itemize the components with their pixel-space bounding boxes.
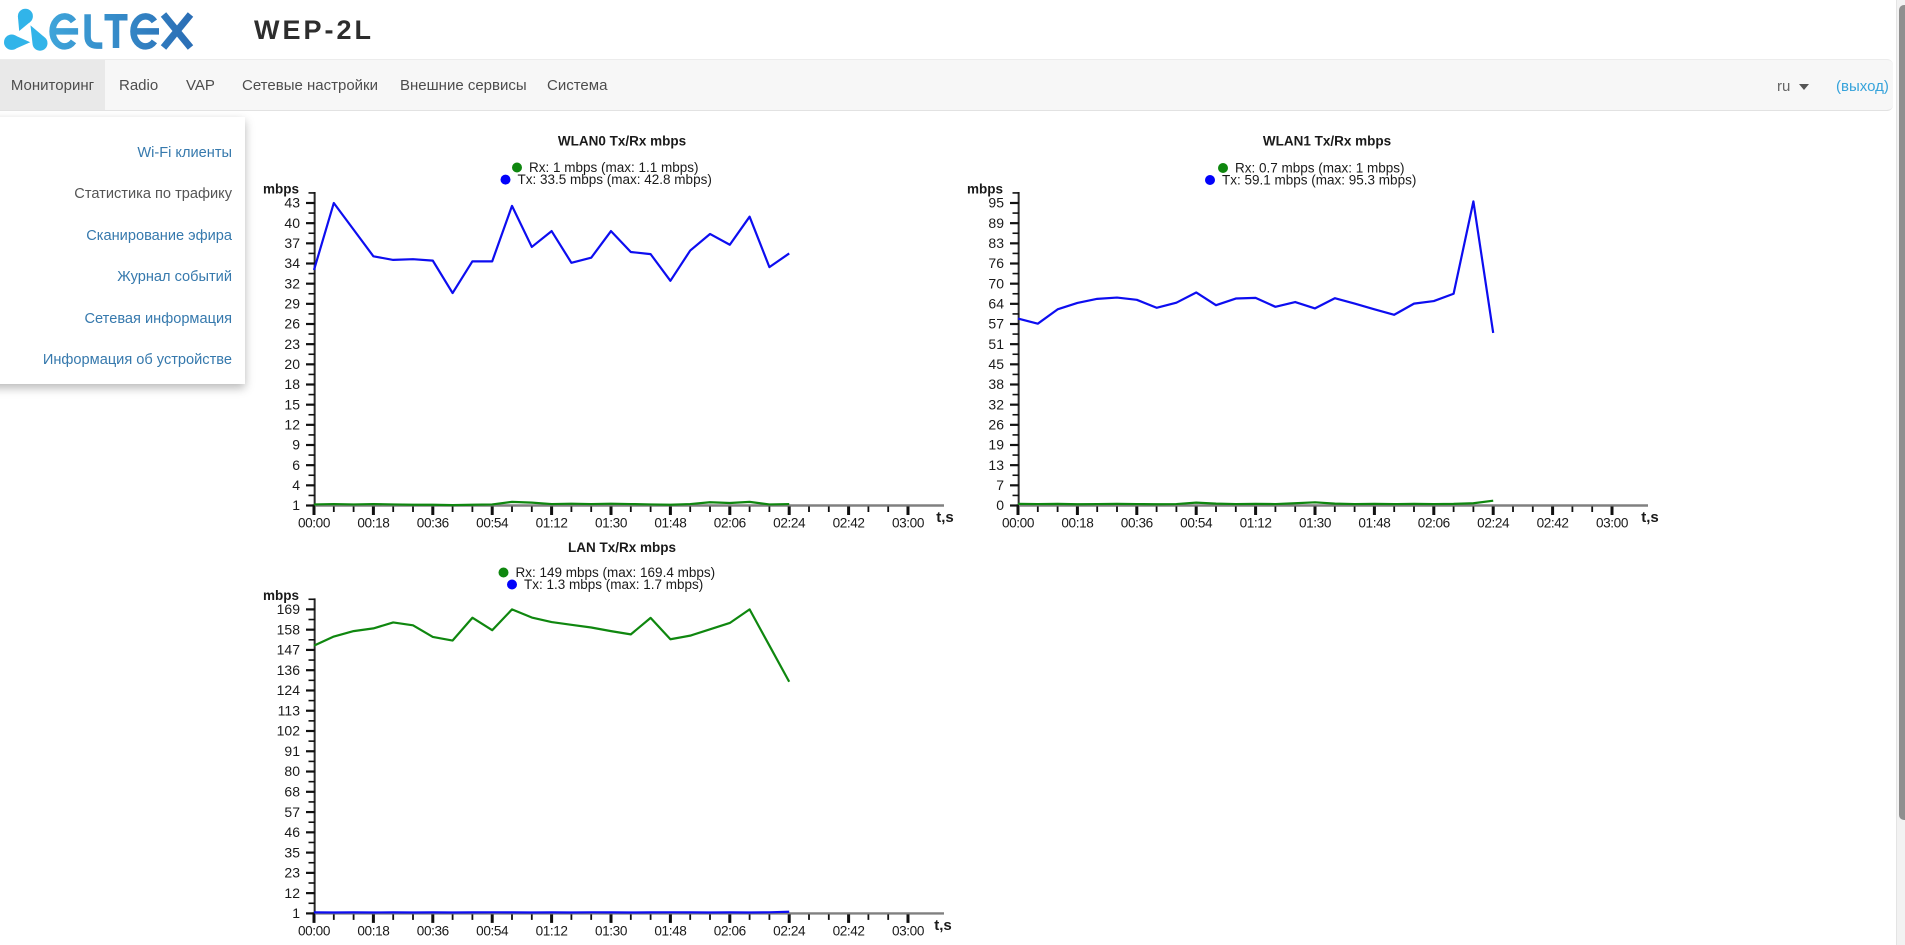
- svg-text:136: 136: [277, 662, 301, 678]
- svg-text:00:36: 00:36: [417, 515, 449, 530]
- svg-text:64: 64: [988, 296, 1004, 312]
- svg-text:0: 0: [996, 497, 1004, 513]
- svg-text:70: 70: [988, 275, 1004, 291]
- svg-text:02:42: 02:42: [1537, 515, 1569, 530]
- svg-text:Rx: 1 mbps (max: 1.1 mbps): Rx: 1 mbps (max: 1.1 mbps): [529, 160, 699, 175]
- svg-text:32: 32: [284, 275, 300, 291]
- svg-text:4: 4: [292, 477, 300, 493]
- svg-text:02:06: 02:06: [714, 515, 746, 530]
- svg-text:00:54: 00:54: [476, 923, 509, 938]
- svg-text:01:48: 01:48: [1358, 515, 1390, 530]
- svg-text:147: 147: [277, 642, 301, 658]
- svg-text:26: 26: [988, 417, 1004, 433]
- svg-text:01:12: 01:12: [536, 923, 568, 938]
- svg-text:Tx: 33.5 mbps (max: 42.8 mbps): Tx: 33.5 mbps (max: 42.8 mbps): [518, 172, 712, 187]
- svg-text:01:48: 01:48: [654, 515, 686, 530]
- svg-text:Tx: 59.1 mbps (max: 95.3 mbps): Tx: 59.1 mbps (max: 95.3 mbps): [1222, 173, 1416, 188]
- svg-text:00:36: 00:36: [1121, 515, 1153, 530]
- svg-text:35: 35: [284, 844, 300, 860]
- svg-text:02:42: 02:42: [833, 923, 865, 938]
- svg-text:00:00: 00:00: [298, 515, 331, 530]
- svg-text:80: 80: [284, 763, 300, 779]
- svg-text:00:36: 00:36: [417, 923, 449, 938]
- svg-text:19: 19: [988, 437, 1004, 453]
- svg-text:00:54: 00:54: [1180, 515, 1213, 530]
- svg-text:29: 29: [284, 296, 300, 312]
- svg-text:40: 40: [284, 215, 300, 231]
- svg-text:03:00: 03:00: [892, 923, 925, 938]
- svg-text:9: 9: [292, 437, 300, 453]
- svg-text:15: 15: [284, 396, 300, 412]
- svg-text:89: 89: [988, 215, 1004, 231]
- svg-text:76: 76: [988, 255, 1004, 271]
- svg-text:01:12: 01:12: [1240, 515, 1272, 530]
- svg-text:95: 95: [988, 195, 1004, 211]
- svg-text:43: 43: [284, 195, 300, 211]
- svg-text:169: 169: [277, 601, 301, 617]
- svg-text:113: 113: [278, 702, 301, 718]
- svg-text:mbps: mbps: [967, 181, 1003, 196]
- svg-text:01:48: 01:48: [654, 923, 686, 938]
- svg-text:00:00: 00:00: [1002, 515, 1035, 530]
- svg-text:1: 1: [292, 497, 300, 513]
- svg-text:00:18: 00:18: [357, 923, 389, 938]
- svg-text:01:12: 01:12: [536, 515, 568, 530]
- svg-text:00:18: 00:18: [357, 515, 389, 530]
- svg-text:1: 1: [292, 905, 300, 921]
- svg-text:WLAN0 Tx/Rx mbps: WLAN0 Tx/Rx mbps: [558, 134, 686, 149]
- svg-text:37: 37: [284, 235, 300, 251]
- svg-text:01:30: 01:30: [595, 515, 628, 530]
- svg-text:t,s: t,s: [936, 509, 954, 526]
- svg-text:03:00: 03:00: [892, 515, 925, 530]
- svg-text:57: 57: [284, 804, 300, 820]
- svg-text:45: 45: [988, 356, 1004, 372]
- svg-text:mbps: mbps: [263, 181, 299, 196]
- svg-text:12: 12: [284, 885, 300, 901]
- svg-text:158: 158: [277, 621, 301, 637]
- svg-text:00:54: 00:54: [476, 515, 509, 530]
- svg-text:38: 38: [988, 376, 1004, 392]
- svg-text:12: 12: [284, 417, 300, 433]
- svg-text:02:24: 02:24: [773, 515, 806, 530]
- svg-text:91: 91: [284, 743, 300, 759]
- svg-text:20: 20: [284, 356, 300, 372]
- svg-text:Tx: 1.3 mbps (max: 1.7 mbps): Tx: 1.3 mbps (max: 1.7 mbps): [524, 577, 703, 592]
- svg-text:LAN Tx/Rx mbps: LAN Tx/Rx mbps: [568, 540, 676, 555]
- svg-text:mbps: mbps: [263, 588, 299, 603]
- svg-text:68: 68: [284, 784, 300, 800]
- svg-text:34: 34: [284, 255, 300, 271]
- svg-text:00:18: 00:18: [1061, 515, 1093, 530]
- svg-text:18: 18: [284, 376, 300, 392]
- svg-text:26: 26: [284, 316, 300, 332]
- svg-text:02:06: 02:06: [714, 923, 746, 938]
- svg-text:02:42: 02:42: [833, 515, 865, 530]
- svg-text:00:00: 00:00: [298, 923, 331, 938]
- svg-text:102: 102: [277, 723, 301, 739]
- svg-text:6: 6: [292, 457, 300, 473]
- svg-text:46: 46: [284, 824, 300, 840]
- svg-text:02:24: 02:24: [773, 923, 806, 938]
- svg-text:23: 23: [284, 865, 300, 881]
- svg-text:02:06: 02:06: [1418, 515, 1450, 530]
- svg-text:13: 13: [988, 457, 1004, 473]
- svg-text:Rx: 0.7 mbps (max: 1 mbps): Rx: 0.7 mbps (max: 1 mbps): [1235, 161, 1405, 176]
- svg-text:124: 124: [277, 682, 301, 698]
- svg-text:83: 83: [988, 235, 1004, 251]
- svg-text:01:30: 01:30: [1299, 515, 1332, 530]
- svg-text:02:24: 02:24: [1477, 515, 1510, 530]
- svg-text:7: 7: [996, 477, 1004, 493]
- svg-text:t,s: t,s: [934, 917, 952, 934]
- svg-text:51: 51: [988, 336, 1004, 352]
- svg-text:Rx: 149 mbps (max: 169.4 mbps): Rx: 149 mbps (max: 169.4 mbps): [516, 565, 716, 580]
- svg-text:01:30: 01:30: [595, 923, 628, 938]
- svg-text:03:00: 03:00: [1596, 515, 1629, 530]
- svg-text:32: 32: [988, 396, 1004, 412]
- svg-text:WLAN1 Tx/Rx mbps: WLAN1 Tx/Rx mbps: [1263, 134, 1391, 149]
- svg-text:23: 23: [284, 336, 300, 352]
- svg-text:57: 57: [988, 316, 1004, 332]
- svg-text:t,s: t,s: [1641, 509, 1659, 526]
